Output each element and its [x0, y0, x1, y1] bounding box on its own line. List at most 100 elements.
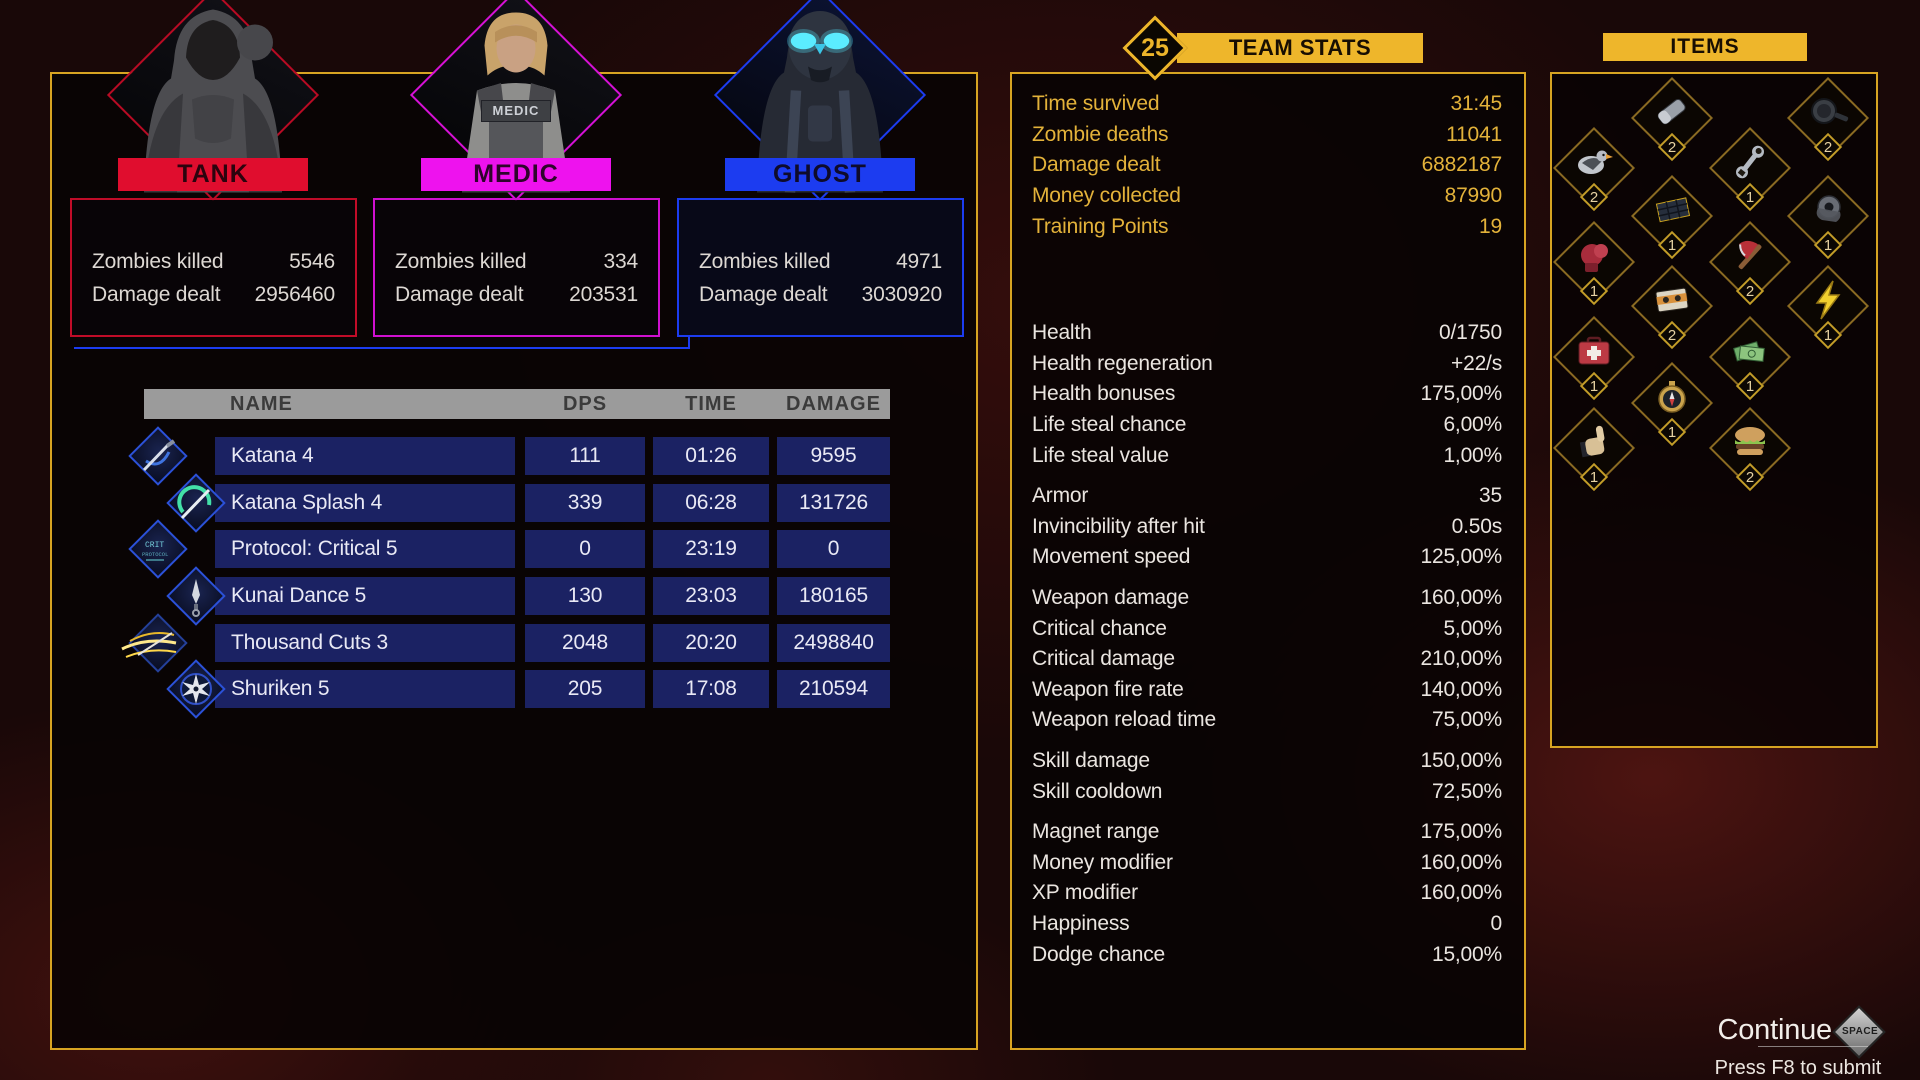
weapon-time: 01:26 [653, 437, 769, 475]
stat-row: Zombies killed 4971 [699, 250, 942, 274]
katana-splash-icon [166, 473, 226, 533]
stat-label: Damage dealt [699, 283, 828, 306]
stat-value: 175,00% [1420, 820, 1502, 844]
stat-label: Time survived [1032, 92, 1160, 116]
stat-row: Movement speed 125,00% [1032, 542, 1502, 573]
stat-value: 75,00% [1431, 708, 1502, 732]
table-row: Shuriken 5 205 17:08 210594 [0, 659, 1920, 719]
weapon-time: 17:08 [653, 670, 769, 708]
stat-row: Life steal chance 6,00% [1032, 410, 1502, 441]
team-stats-title: TEAM STATS [1228, 35, 1372, 60]
weapons-table-header: NAME DPS TIME DAMAGE [144, 389, 890, 419]
stat-value: 5546 [289, 250, 335, 273]
weapon-dps: 339 [525, 484, 645, 522]
stat-value: 3030920 [861, 283, 943, 306]
weapon-name: Protocol: Critical 5 [215, 530, 515, 568]
item-axe: 2 [1708, 220, 1792, 306]
item-count: 1 [1589, 283, 1599, 300]
stat-label: XP modifier [1032, 881, 1138, 905]
weapon-name: Kunai Dance 5 [215, 577, 515, 615]
stat-row: Damage dealt 3030920 [699, 283, 942, 307]
ghost-connector-line [74, 347, 690, 349]
weapon-dps: 2048 [525, 624, 645, 662]
stat-label: Damage dealt [92, 283, 221, 306]
team-stats-title-bar: TEAM STATS [1177, 33, 1423, 63]
stat-value: 72,50% [1431, 779, 1502, 803]
duct-tape-icon [1816, 195, 1841, 222]
burger-icon [1735, 427, 1765, 455]
weapon-dps: 111 [525, 437, 645, 475]
frying-pan-icon [1811, 98, 1849, 124]
ghost-connector-line [688, 337, 690, 349]
items-title: ITEMS [1670, 35, 1740, 58]
wrench-icon [1735, 145, 1765, 179]
weapon-dps: 130 [525, 577, 645, 615]
stat-value: 160,00% [1420, 586, 1502, 610]
item-count: 2 [1667, 327, 1677, 344]
feedback-hint: Press F8 to submit feedback. [1714, 1057, 1882, 1079]
stat-value: 31:45 [1450, 92, 1502, 116]
weapon-time: 06:28 [653, 484, 769, 522]
ghost-stats-box: Zombies killed 4971 Damage dealt 3030920 [677, 198, 964, 337]
stat-label: Zombies killed [92, 250, 224, 273]
stat-row: Invincibility after hit 0.50s [1032, 512, 1502, 543]
column-header-dps: DPS [562, 393, 608, 415]
stat-value: 4971 [896, 250, 942, 273]
weapon-name: Katana Splash 4 [215, 484, 515, 522]
stat-value: 210,00% [1420, 647, 1502, 671]
weapon-damage: 210594 [777, 670, 890, 708]
item-frying-pan: 2 [1786, 76, 1870, 162]
weapon-damage: 131726 [777, 484, 890, 522]
stat-label: Damage dealt [395, 283, 524, 306]
weapon-damage: 2498840 [777, 624, 890, 662]
item-count: 2 [1745, 469, 1755, 486]
item-cassette-tape: 2 [1630, 264, 1714, 350]
continue-button[interactable]: Continue SPACE Press F8 to submit feedba… [1640, 1005, 1920, 1080]
weapon-dps: 205 [525, 670, 645, 708]
item-count: 2 [1823, 139, 1833, 156]
axe-icon [1738, 240, 1762, 270]
stat-value: 125,00% [1420, 545, 1502, 569]
table-row: Katana Splash 4 339 06:28 131726 [0, 473, 1920, 533]
item-wrench: 1 [1708, 126, 1792, 212]
stat-row: Damage dealt 6882187 [1032, 150, 1502, 181]
stat-row: Health 0/1750 [1032, 318, 1502, 349]
stat-label: Money modifier [1032, 850, 1173, 874]
stat-row: Weapon fire rate 140,00% [1032, 675, 1502, 706]
weapon-name: Thousand Cuts 3 [215, 624, 515, 662]
stat-label: Armor [1032, 484, 1089, 508]
kunai-dance-icon [166, 566, 226, 626]
stat-value: 11041 [1446, 122, 1502, 146]
space-key-icon: SPACE [1832, 1005, 1886, 1059]
stat-row: Skill damage 150,00% [1032, 746, 1502, 777]
stat-label: Skill damage [1032, 748, 1150, 772]
stat-value: 1,00% [1443, 443, 1502, 467]
medic-stats-box: Zombies killed 334 Damage dealt 203531 [373, 198, 660, 337]
thumbs-up-glove-icon [1579, 425, 1605, 458]
stat-row: Damage dealt 203531 [395, 283, 638, 307]
stat-row: Zombies killed 5546 [92, 250, 335, 274]
stat-row: XP modifier 160,00% [1032, 878, 1502, 909]
item-count: 2 [1589, 189, 1599, 206]
item-compass: 1 [1630, 361, 1714, 447]
stat-label: Damage dealt [1032, 153, 1161, 177]
stat-value: 6882187 [1421, 153, 1503, 177]
ghost-name: GHOST [773, 160, 867, 188]
item-cash: 1 [1708, 315, 1792, 401]
item-whetstone: 2 [1630, 76, 1714, 162]
stat-value: 334 [603, 250, 639, 273]
item-count: 1 [1667, 237, 1677, 254]
stat-row: Happiness 0 [1032, 909, 1502, 940]
stat-value: 140,00% [1420, 677, 1502, 701]
tank-name-banner: TANK [118, 158, 308, 191]
weapon-damage: 180165 [777, 577, 890, 615]
item-pigeon: 2 [1552, 126, 1636, 212]
ghost-name-banner: GHOST [725, 158, 915, 191]
continue-underline [1758, 1046, 1868, 1047]
stat-label: Dodge chance [1032, 942, 1166, 966]
cash-icon [1733, 341, 1765, 362]
item-count: 1 [1745, 378, 1755, 395]
stat-value: 160,00% [1420, 850, 1502, 874]
stat-label: Life steal chance [1032, 413, 1187, 437]
stat-label: Critical chance [1032, 616, 1167, 640]
